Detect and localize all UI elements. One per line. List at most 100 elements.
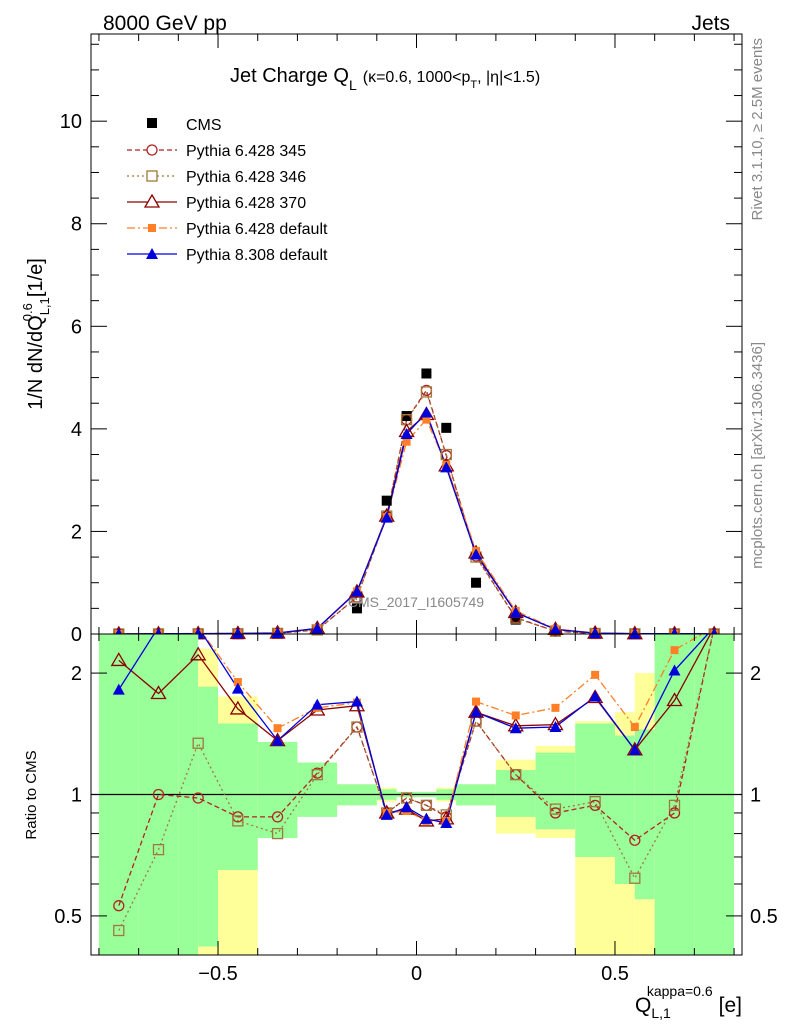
ratio-point-p6def — [472, 697, 481, 706]
main-point-p8def — [628, 627, 641, 639]
watermark-analysis-id: CMS_2017_I1605749 — [348, 594, 484, 610]
ratio-band-inner — [178, 634, 199, 955]
ratio-x-tick-label: 0 — [411, 963, 422, 985]
ratio-x-axis-label: QL,1 kappa=0.6 [e] — [635, 983, 742, 1021]
ratio-line-p8def — [118, 634, 709, 824]
main-point-p8def — [589, 627, 602, 639]
legend-label-pythia6-default: Pythia 6.428 default — [186, 221, 328, 238]
ratio-line-p346 — [118, 634, 714, 931]
ratio-point-p8def — [440, 816, 453, 828]
ratio-band-inner — [297, 762, 338, 817]
ratio-point-p345 — [113, 900, 125, 912]
ratio-point-p370 — [190, 646, 207, 661]
ratio-point-p8def — [420, 812, 433, 824]
ratio-point-p8def — [509, 722, 522, 734]
main-point-cms — [401, 411, 412, 422]
ratio-point-p370 — [150, 685, 167, 700]
ratio-point-p8def — [549, 721, 562, 733]
ratio-point-p8def — [380, 808, 393, 820]
main-y-axis-label-sub: L,1 — [37, 297, 52, 315]
ratio-point-p370 — [586, 689, 604, 704]
ratio-x-axis-label-sub: L,1 — [651, 1005, 671, 1021]
ratio-x-axis-label-text: Q — [635, 994, 651, 1017]
ratio-point-p6def — [670, 646, 679, 655]
main-point-p8def — [350, 585, 363, 597]
main-point-cms — [421, 368, 432, 379]
ratio-point-p346 — [420, 799, 433, 811]
ratio-point-p8def — [112, 683, 125, 695]
ratio-x-tick-label: 0.5 — [601, 963, 629, 985]
main-line-p8def — [118, 411, 715, 635]
ratio-line-p345 — [118, 634, 714, 906]
ratio-band-inner — [98, 634, 139, 955]
ratio-point-p346 — [232, 815, 244, 827]
main-line-p346 — [118, 390, 715, 635]
ratio-band-inner — [634, 729, 655, 900]
ratio-point-p346 — [113, 924, 125, 937]
ratio-point-p345 — [629, 834, 641, 846]
ratio-point-p370 — [229, 700, 247, 715]
ratio-point-p345 — [152, 788, 165, 801]
ratio-point-p346 — [152, 843, 165, 856]
ratio-point-p345 — [271, 811, 284, 823]
ratio-band-inner — [694, 634, 735, 955]
ratio-point-p345 — [192, 792, 204, 804]
ratio-point-p370 — [110, 652, 127, 667]
ratio-point-p8def — [311, 698, 324, 710]
ratio-point-p8def — [400, 801, 413, 813]
ratio-x-axis-label-unit: [e] — [719, 994, 742, 1017]
ratio-uncertainty-bands — [98, 634, 735, 955]
ratio-data-marks — [110, 634, 714, 937]
ratio-y-tick-label-right: 2 — [750, 663, 761, 685]
plot-title-detail-sub: T — [470, 79, 477, 91]
main-point-p8def — [380, 511, 393, 523]
ratio-y-axis-label: Ratio to CMS — [23, 750, 40, 839]
main-y-axis-label: 1/N dN/dQL,10.6 [1/e] — [20, 258, 52, 410]
plot-title-sub: L — [349, 77, 357, 93]
ratio-y-tick-label-left: 1 — [71, 785, 82, 807]
ratio-point-p370 — [666, 692, 683, 707]
legend-entry-pythia6-370: Pythia 6.428 370 — [127, 193, 306, 212]
ratio-point-p346 — [589, 796, 601, 808]
ratio-point-p345 — [668, 807, 681, 819]
main-y-tick-label: 0 — [71, 624, 82, 646]
ratio-line-p6def — [202, 634, 704, 822]
main-y-tick-label: 2 — [71, 521, 82, 543]
main-point-p8def — [509, 606, 522, 618]
ratio-y-tick-label-left: 0.5 — [54, 906, 82, 928]
legend-marker-pythia6-346 — [146, 170, 158, 182]
ratio-band-inner — [198, 686, 219, 947]
main-y-tick-label: 10 — [60, 111, 82, 133]
main-point-p8def — [470, 548, 483, 560]
plot-title-detail-tail: , |η|<1.5) — [477, 69, 540, 86]
main-point-p8def — [420, 406, 433, 418]
main-y-axis-label-text: 1/N dN/dQ — [25, 315, 47, 409]
ratio-axis-ticks: 0.5 0.5 1 1 2 2 −0.5 0 0.5 — [54, 634, 778, 985]
main-y-tick-label: 8 — [71, 214, 82, 236]
main-panel: CMS_2017_I1605749 0 2 4 6 8 10 Jet Charge QL (… — [20, 33, 743, 646]
ratio-point-p6def — [551, 703, 560, 712]
main-point-p8def — [311, 622, 324, 634]
ratio-point-p8def — [470, 706, 483, 718]
main-point-p8def — [440, 461, 453, 473]
legend-marker-pythia8-default — [146, 248, 158, 259]
ratio-y-tick-label-left: 2 — [71, 663, 82, 685]
ratio-x-tick-label: −0.5 — [198, 963, 237, 985]
main-point-p8def — [231, 627, 244, 639]
ratio-point-p6def — [630, 723, 639, 732]
main-point-cms — [441, 422, 452, 433]
main-point-cms — [381, 495, 392, 506]
legend-marker-cms — [147, 118, 157, 128]
ratio-band-inner — [495, 770, 536, 817]
ratio-point-p346 — [351, 721, 363, 733]
ratio-point-p8def — [589, 690, 602, 702]
legend-marker-pythia6-345 — [146, 144, 158, 156]
legend-label-pythia6-370: Pythia 6.428 370 — [186, 195, 306, 212]
header-observable: Jets — [691, 12, 730, 35]
legend-label-cms: CMS — [186, 117, 222, 134]
legend-marker-pythia6-370 — [143, 193, 161, 208]
ratio-band-inner — [257, 741, 298, 839]
ratio-point-p346 — [668, 799, 681, 811]
main-point-p8def — [271, 626, 284, 638]
